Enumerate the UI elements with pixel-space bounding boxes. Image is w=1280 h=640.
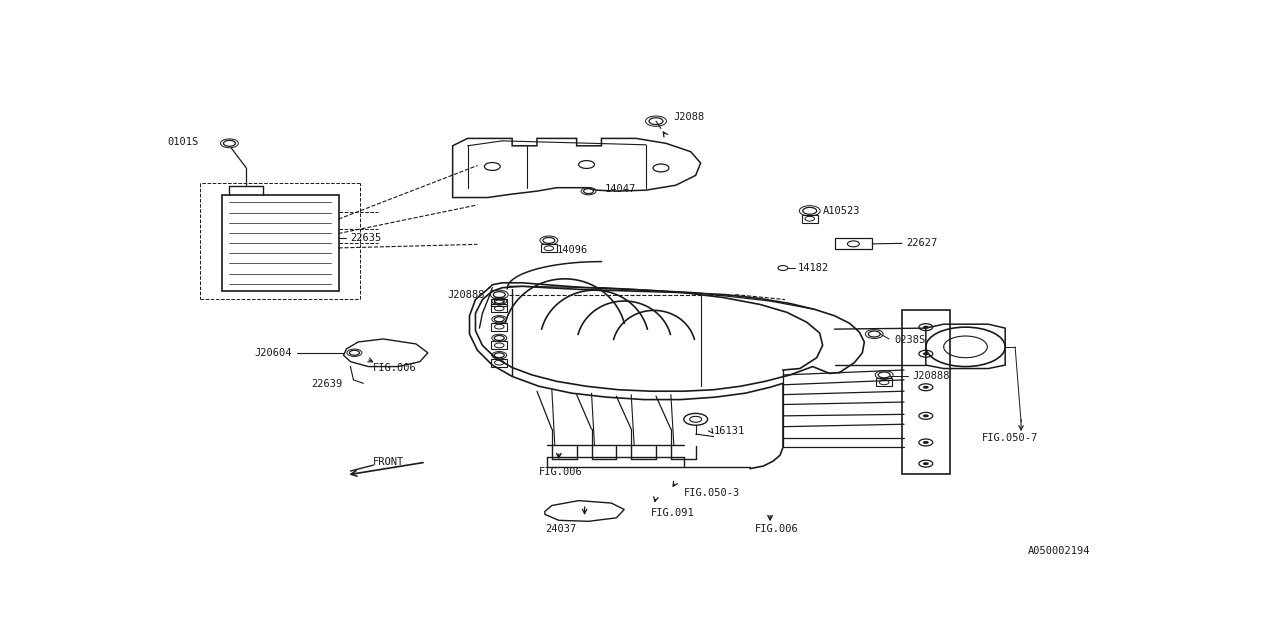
Text: FIG.091: FIG.091 — [652, 508, 695, 518]
Circle shape — [923, 326, 929, 328]
Text: 24037: 24037 — [545, 524, 576, 534]
Text: FIG.006: FIG.006 — [755, 524, 799, 534]
Text: 14096: 14096 — [557, 245, 588, 255]
Bar — [835, 239, 872, 249]
Text: 0238S: 0238S — [895, 335, 925, 346]
Text: 14182: 14182 — [797, 263, 829, 273]
Text: FIG.050-3: FIG.050-3 — [684, 488, 740, 498]
Text: 0101S: 0101S — [166, 137, 198, 147]
Text: 22627: 22627 — [906, 238, 937, 248]
Bar — [541, 244, 557, 252]
Bar — [801, 215, 818, 223]
Circle shape — [923, 462, 929, 465]
Bar — [492, 298, 507, 307]
Bar — [492, 358, 507, 367]
Text: 14047: 14047 — [604, 184, 636, 194]
Text: A10523: A10523 — [823, 206, 860, 216]
Text: J20888: J20888 — [911, 371, 950, 381]
Bar — [902, 310, 950, 474]
Text: FIG.050-7: FIG.050-7 — [982, 433, 1038, 442]
Circle shape — [923, 441, 929, 444]
Text: FRONT: FRONT — [374, 457, 404, 467]
Bar — [492, 341, 507, 349]
Text: FIG.006: FIG.006 — [539, 467, 582, 477]
Circle shape — [923, 414, 929, 417]
Bar — [492, 323, 507, 331]
Text: 22639: 22639 — [311, 380, 342, 389]
Text: FIG.006: FIG.006 — [374, 362, 417, 372]
Bar — [877, 378, 892, 387]
Circle shape — [923, 386, 929, 388]
Text: A050002194: A050002194 — [1028, 546, 1091, 556]
Text: J2088: J2088 — [673, 112, 705, 122]
Text: 22635: 22635 — [351, 234, 381, 243]
Bar — [221, 195, 338, 291]
Circle shape — [923, 352, 929, 355]
Text: J20604: J20604 — [255, 348, 292, 358]
Text: J20888: J20888 — [448, 290, 485, 300]
Bar — [492, 305, 507, 312]
Text: 16131: 16131 — [713, 426, 745, 436]
